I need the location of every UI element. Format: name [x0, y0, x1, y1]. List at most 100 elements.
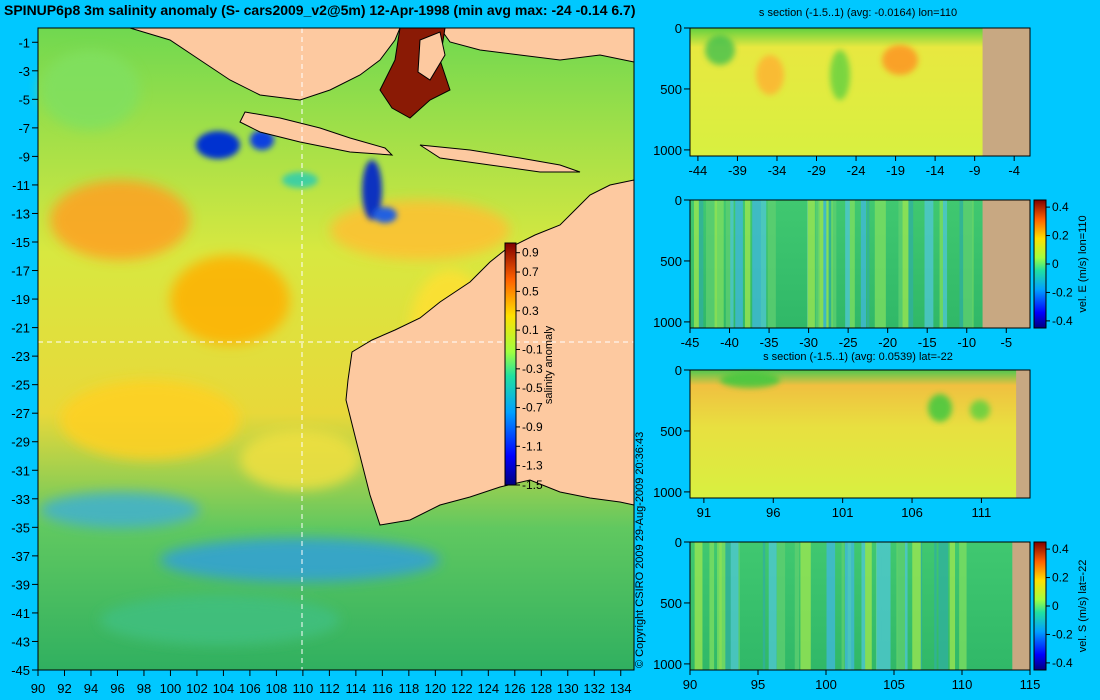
map-x-tick-label: 100	[160, 681, 182, 696]
map-x-tick-label: 104	[213, 681, 235, 696]
map-colorbar-tick-label: 0.1	[522, 323, 539, 337]
panel1-plot	[690, 28, 1030, 156]
map-x-tick-label: 98	[137, 681, 151, 696]
panel2-colorbar-tick-label: -0.2	[1052, 285, 1073, 299]
map-y-tick-label: -45	[11, 663, 30, 678]
panel4-colorbar-tick-label: -0.4	[1052, 656, 1073, 670]
panel1-land	[982, 28, 1030, 156]
panel2-colorbar-tick-label: 0	[1052, 257, 1059, 271]
panel1-x-tick-label: -9	[969, 163, 981, 178]
panel4-y-tick-label: 1000	[653, 657, 682, 672]
velocity-band	[959, 200, 965, 328]
map-colorbar-tick-label: -1.1	[522, 439, 543, 453]
velocity-band	[807, 200, 815, 328]
velocity-band	[735, 200, 743, 328]
panel1-y-tick-label: 500	[660, 82, 682, 97]
panel4-colorbar-label: vel. S (m/s) lat=-22	[1077, 560, 1089, 653]
velocity-band	[709, 542, 715, 670]
velocity-band	[924, 200, 934, 328]
panel3-x-tick-label: 101	[832, 505, 854, 520]
map-colorbar-tick-label: 0.5	[522, 284, 539, 298]
velocity-band	[752, 200, 758, 328]
map-x-tick-label: 114	[345, 681, 366, 696]
panel4-x-tick-label: 110	[952, 677, 973, 692]
panel1-x-tick-label: -14	[926, 163, 945, 178]
velocity-band	[694, 542, 703, 670]
islands-land	[419, 144, 581, 173]
map-x-tick-label: 126	[504, 681, 526, 696]
velocity-band	[800, 542, 811, 670]
velocity-band	[904, 542, 908, 670]
velocity-band	[963, 200, 973, 328]
map-colorbar-tick-label: -0.5	[522, 381, 543, 395]
velocity-band	[758, 200, 767, 328]
panel4-y-tick-label: 500	[660, 596, 682, 611]
velocity-band	[794, 542, 800, 670]
velocity-band	[830, 200, 837, 328]
map-y-tick-label: -3	[18, 64, 30, 79]
map-y-tick-label: -17	[11, 264, 30, 279]
velocity-band	[815, 200, 819, 328]
panel2-colorbar	[1033, 199, 1047, 329]
velocity-band	[693, 200, 699, 328]
map-y-tick-label: -29	[11, 435, 30, 450]
panel2-x-tick-label: -5	[1000, 335, 1012, 350]
map-colorbar-tick-label: 0.3	[522, 304, 539, 318]
map-x-tick-label: 106	[239, 681, 261, 696]
panel3-plot	[690, 370, 1030, 498]
figure-title: SPINUP6p8 3m salinity anomaly (S- cars20…	[4, 2, 636, 18]
velocity-band	[768, 542, 777, 670]
velocity-band	[717, 542, 726, 670]
map-x-tick-label: 112	[319, 681, 340, 696]
java-land	[239, 111, 394, 156]
velocity-band	[841, 542, 845, 670]
panel2-x-tick-label: -10	[957, 335, 976, 350]
velocity-band	[730, 542, 739, 670]
panel3-x-tick-label: 91	[697, 505, 711, 520]
velocity-band	[897, 542, 905, 670]
velocity-band	[898, 200, 903, 328]
panel4-x-tick-label: 95	[751, 677, 765, 692]
map-colorbar-tick-label: 0.7	[522, 265, 539, 279]
panel3-x-tick-label: 111	[972, 505, 992, 520]
map-x-ticks: 90 92 94 96 98 100 102 104 106 108 110 112 114 116 118…	[31, 670, 632, 696]
map-x-tick-label: 130	[557, 681, 579, 696]
panel2-land	[982, 200, 1030, 328]
map-x-tick-label: 116	[372, 681, 393, 696]
velocity-band	[959, 542, 967, 670]
panel2-x-tick-label: -40	[720, 335, 739, 350]
sumatra-land	[129, 27, 401, 101]
map-colorbar-tick-label: -0.1	[522, 342, 543, 356]
velocity-band	[876, 542, 882, 670]
velocity-band	[880, 542, 891, 670]
map-y-tick-label: -37	[11, 549, 30, 564]
map-land	[129, 27, 635, 526]
velocity-band	[942, 200, 948, 328]
panel2-y-tick-label: 500	[660, 254, 682, 269]
map-y-tick-label: -35	[11, 520, 30, 535]
velocity-band	[845, 200, 850, 328]
panel4-colorbar-tick-label: 0.2	[1052, 571, 1069, 585]
velocity-band	[725, 200, 732, 328]
velocity-band	[876, 200, 886, 328]
velocity-band	[866, 200, 870, 328]
map-anomaly-blobs	[40, 50, 510, 645]
panel1-x-tick-label: -44	[689, 163, 708, 178]
panel1-x-tick-label: -19	[886, 163, 905, 178]
velocity-band	[847, 542, 852, 670]
velocity-band	[725, 542, 734, 670]
panel4-colorbar-tick-label: 0	[1052, 599, 1059, 613]
panel4-land	[1012, 542, 1030, 670]
panel4-x-tick-label: 100	[815, 677, 837, 692]
velocity-band	[912, 542, 921, 670]
map-y-tick-label: -19	[11, 292, 30, 307]
panel-s-section-lon: s section (-1.5..1) (avg: -0.0164) lon=1…	[653, 7, 1031, 178]
map-x-tick-label: 132	[583, 681, 605, 696]
velocity-band	[756, 200, 761, 328]
panel4-y-tick-label: 0	[675, 535, 682, 550]
map-plot: -1 -3 -5 -7 -9 -11 -13 -15 -17 -19 -21 -23 -25 -27 -29…	[11, 27, 635, 696]
australia-land	[345, 179, 635, 526]
map-x-tick-label: 102	[186, 681, 208, 696]
panel4-x-tick-label: 105	[883, 677, 905, 692]
velocity-band	[717, 542, 720, 670]
